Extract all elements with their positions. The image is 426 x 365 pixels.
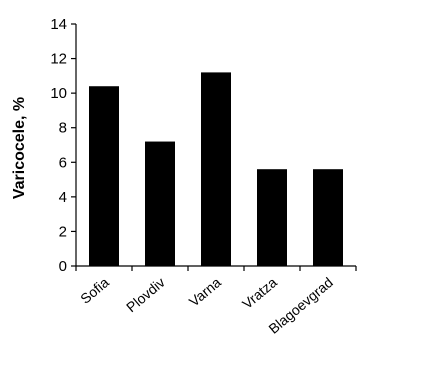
x-tick-label: Varna <box>186 274 224 310</box>
y-tick-label: 10 <box>50 85 67 102</box>
y-tick-label: 6 <box>59 154 67 171</box>
bars <box>89 72 343 267</box>
bar-varna <box>201 72 231 267</box>
y-ticks: 0 2 4 6 8 10 12 14 <box>50 16 76 275</box>
bar-vratza <box>257 169 287 266</box>
y-tick-label: 14 <box>50 16 67 33</box>
y-axis-label: Varicocele, % <box>11 97 28 199</box>
y-tick-label: 8 <box>59 120 67 137</box>
x-tick-label: Plovdiv <box>123 274 168 315</box>
x-tick-label: Vratza <box>239 274 280 312</box>
bar-sofia <box>89 86 119 266</box>
y-tick-label: 2 <box>59 223 67 240</box>
x-tick-label: Sofia <box>77 274 112 307</box>
y-tick-label: 4 <box>59 189 67 206</box>
y-axis-label-group: Varicocele, % <box>11 97 28 199</box>
y-tick-label: 0 <box>59 258 67 275</box>
y-tick-label: 12 <box>50 51 67 68</box>
bar-blagoevgrad <box>313 169 343 266</box>
bar-plovdiv <box>145 141 175 266</box>
